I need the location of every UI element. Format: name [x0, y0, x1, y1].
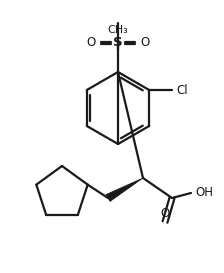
Text: O: O [87, 37, 96, 49]
Text: O: O [160, 207, 170, 220]
Text: Cl: Cl [176, 84, 188, 96]
Text: OH: OH [195, 186, 213, 200]
Polygon shape [106, 178, 143, 201]
Text: S: S [113, 37, 123, 49]
Text: O: O [140, 37, 149, 49]
Text: CH₃: CH₃ [108, 25, 128, 35]
